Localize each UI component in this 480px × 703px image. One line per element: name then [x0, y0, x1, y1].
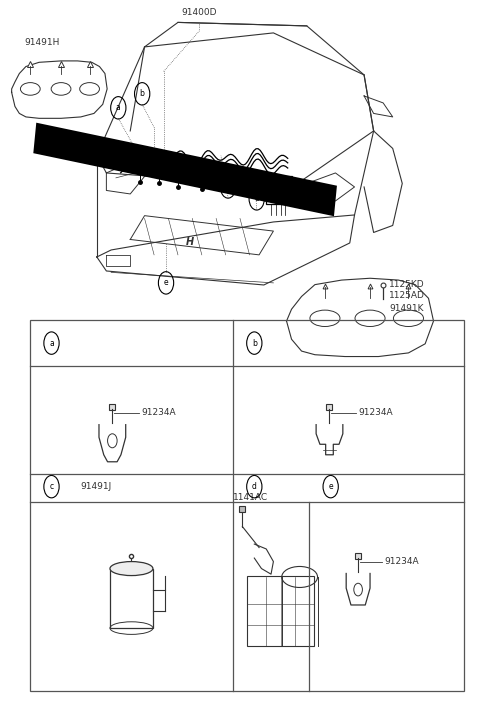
- Text: 1141AC: 1141AC: [233, 493, 268, 502]
- Bar: [30, 320, 464, 691]
- Text: 91491J: 91491J: [80, 482, 111, 491]
- Bar: [266, 176, 292, 205]
- Bar: [110, 569, 153, 628]
- Text: 91400D: 91400D: [182, 8, 217, 17]
- Text: b: b: [252, 339, 257, 347]
- Text: 91491H: 91491H: [24, 38, 60, 47]
- Text: H: H: [186, 237, 194, 247]
- Text: 1125AD: 1125AD: [389, 291, 425, 300]
- Text: e: e: [164, 278, 168, 288]
- Text: e: e: [328, 482, 333, 491]
- Text: 91234A: 91234A: [141, 408, 176, 418]
- Text: a: a: [116, 103, 120, 112]
- Text: a: a: [49, 339, 54, 347]
- Text: c: c: [226, 183, 230, 191]
- Text: 91234A: 91234A: [384, 557, 419, 566]
- Text: c: c: [49, 482, 54, 491]
- Bar: [247, 576, 314, 645]
- Text: d: d: [252, 482, 257, 491]
- Text: 91491K: 91491K: [389, 304, 423, 313]
- Text: d: d: [254, 194, 259, 203]
- Ellipse shape: [110, 562, 153, 576]
- Polygon shape: [33, 123, 337, 217]
- Text: 1125KD: 1125KD: [389, 280, 424, 290]
- Text: b: b: [140, 89, 144, 98]
- Text: 91234A: 91234A: [358, 408, 393, 418]
